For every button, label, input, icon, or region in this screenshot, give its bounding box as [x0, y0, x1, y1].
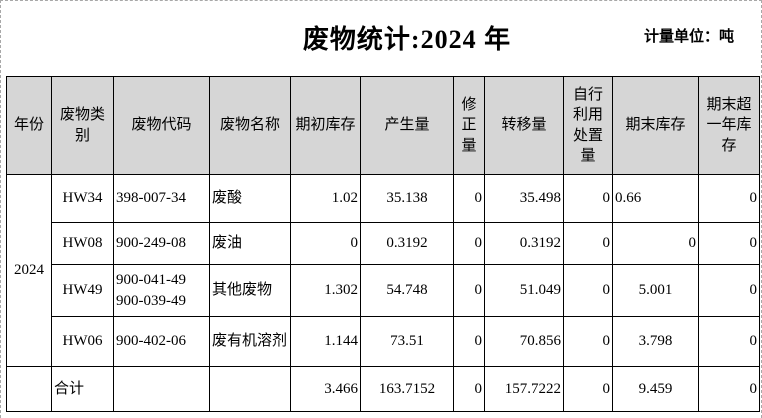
cell-transferred: 70.856: [484, 316, 564, 367]
cell-year-empty: [6, 366, 52, 412]
cell-ending-stock: 3.798: [612, 316, 699, 367]
cell-code-empty: [113, 366, 210, 412]
cell-name-empty: [209, 366, 291, 412]
cell-correction: 0: [453, 264, 485, 317]
cell-total-label: 合计: [51, 366, 114, 412]
cell-transferred: 35.498: [484, 174, 564, 223]
header-waste-code: 废物代码: [113, 76, 210, 175]
cell-self-disposal: 0: [563, 222, 613, 265]
cell-opening-stock: 0: [290, 222, 361, 265]
header-transferred-amount: 转移量: [484, 76, 564, 175]
cell-transferred: 0.3192: [484, 222, 564, 265]
header-waste-name: 废物名称: [209, 76, 291, 175]
cell-name: 废酸: [209, 174, 291, 223]
cell-ending-over-one-year: 0: [698, 366, 760, 412]
cell-correction: 0: [453, 222, 485, 265]
cell-code: 900-041-49 900-039-49: [113, 264, 210, 317]
cell-category: HW49: [51, 264, 114, 317]
cell-self-disposal: 0: [563, 366, 613, 412]
cell-transferred: 51.049: [484, 264, 564, 317]
table-row-hw34: 2024 HW34 398-007-34 废酸 1.02 35.138 0 35…: [6, 174, 760, 367]
cell-name: 废油: [209, 222, 291, 265]
cell-ending-stock: 5.001: [612, 264, 699, 317]
cell-ending-over-one-year: 0: [698, 316, 760, 367]
cell-name: 其他废物: [209, 264, 291, 317]
cell-generated: 35.138: [360, 174, 454, 223]
table-row-hw49: HW49 900-041-49 900-039-49 其他废物 1.302 54…: [7, 264, 760, 317]
cell-opening-stock: 3.466: [290, 366, 361, 412]
header-self-disposal-amount: 自行利用处置量: [563, 76, 613, 175]
cell-ending-over-one-year: 0: [698, 264, 760, 317]
cell-self-disposal: 0: [563, 316, 613, 367]
header-ending-over-one-year-stock: 期末超一年库存: [698, 76, 760, 175]
cell-correction: 0: [453, 316, 485, 367]
cell-self-disposal: 0: [563, 264, 613, 317]
header-ending-stock: 期末库存: [612, 76, 699, 175]
cell-opening-stock: 1.302: [290, 264, 361, 317]
header-generated-amount: 产生量: [360, 76, 454, 175]
cell-category: HW08: [51, 222, 114, 265]
cell-name: 废有机溶剂: [209, 316, 291, 367]
cell-code: 398-007-34: [113, 174, 210, 223]
cell-code: 900-402-06: [113, 316, 210, 367]
table-row-total: 合计 3.466 163.7152 0 157.7222 0 9.459 0: [6, 366, 760, 412]
cell-category: HW34: [51, 174, 114, 223]
cell-year: 2024: [6, 174, 52, 367]
cell-category: HW06: [51, 316, 114, 367]
header-row: 年份 废物类别 废物代码 废物名称 期初库存 产生量 修正量 转移量 自行利用处…: [6, 76, 760, 175]
header-year: 年份: [6, 76, 52, 175]
unit-label: 计量单位：吨: [643, 28, 734, 45]
cell-generated: 54.748: [360, 264, 454, 317]
cell-generated: 0.3192: [360, 222, 454, 265]
cell-code: 900-249-08: [113, 222, 210, 265]
table-row-hw08: HW08 900-249-08 废油 0 0.3192 0 0.3192 0 0…: [7, 222, 760, 265]
cell-opening-stock: 1.144: [290, 316, 361, 367]
cell-correction: 0: [453, 366, 485, 412]
waste-statistics-table: 年份 废物类别 废物代码 废物名称 期初库存 产生量 修正量 转移量 自行利用处…: [6, 76, 760, 412]
header-waste-category: 废物类别: [51, 76, 114, 175]
cell-generated: 163.7152: [360, 366, 454, 412]
cell-ending-stock: 0.66: [612, 174, 699, 223]
cell-generated: 73.51: [360, 316, 454, 367]
cell-transferred: 157.7222: [484, 366, 564, 412]
cell-ending-stock: 9.459: [612, 366, 699, 412]
cell-self-disposal: 0: [563, 174, 613, 223]
cell-ending-over-one-year: 0: [698, 174, 760, 223]
header-opening-stock: 期初库存: [290, 76, 361, 175]
cell-correction: 0: [453, 174, 485, 223]
header-correction-amount: 修正量: [453, 76, 485, 175]
cell-opening-stock: 1.02: [290, 174, 361, 223]
cell-ending-stock: 0: [612, 222, 699, 265]
report-title: 废物统计:2024 年: [302, 25, 512, 54]
table-row-hw06: HW06 900-402-06 废有机溶剂 1.144 73.51 0 70.8…: [7, 316, 760, 367]
cell-ending-over-one-year: 0: [698, 222, 760, 265]
